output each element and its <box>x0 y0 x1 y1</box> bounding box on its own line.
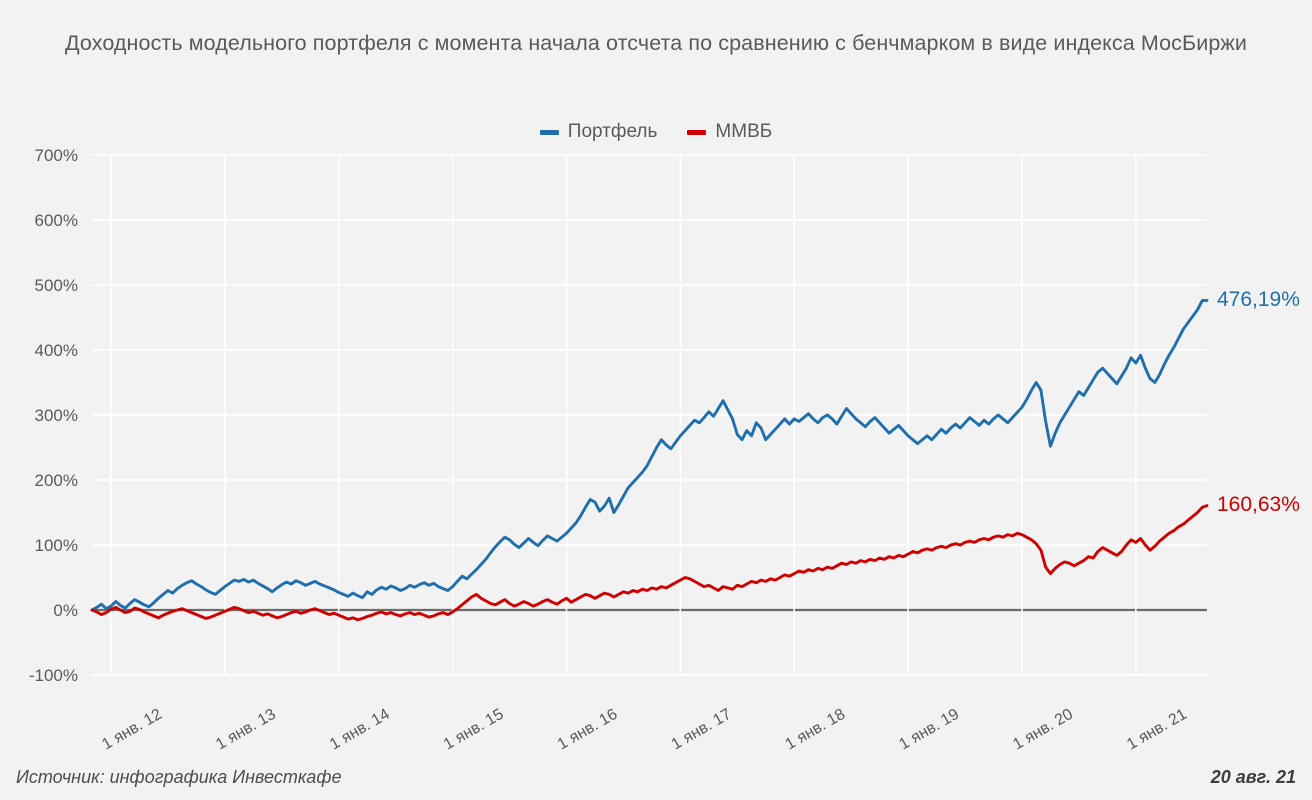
y-axis-tick-label: 700% <box>35 146 78 165</box>
x-axis-tick-label: 1 янв. 13 <box>213 706 279 754</box>
y-axis-tick-label: 0% <box>53 601 78 620</box>
y-axis-tick-label: 600% <box>35 211 78 230</box>
y-axis-tick-label: 400% <box>35 341 78 360</box>
series-line-mmvb <box>90 504 1209 622</box>
y-axis-tick-label: 500% <box>35 276 78 295</box>
source-note: Источник: инфографика Инвесткафе <box>16 767 342 787</box>
x-axis-labels: 1 янв. 12 1 янв. 13 1 янв. 14 1 янв. 15 1 ян… <box>99 706 1190 754</box>
x-axis-tick-label: 1 янв. 15 <box>441 706 507 754</box>
series-line-portfolio <box>90 299 1209 612</box>
end-value-label-mmvb: 160,63% <box>1217 493 1300 516</box>
y-axis-tick-label: 300% <box>35 406 78 425</box>
series-group <box>90 299 1209 622</box>
y-axis-tick-label: -100% <box>29 666 78 685</box>
x-axis-tick-label: 1 янв. 21 <box>1124 706 1190 754</box>
chart-legend: Портфель ММВБ <box>0 121 1312 143</box>
y-axis-tick-label: 200% <box>35 471 78 490</box>
legend-label-mmvb: ММВБ <box>715 121 773 142</box>
x-axis-tick-label: 1 янв. 20 <box>1010 706 1076 754</box>
legend-swatch-mmvb <box>687 129 707 135</box>
legend-label-portfolio: Портфель <box>567 121 658 142</box>
chart-title: Доходность модельного портфеля с момента… <box>65 31 1247 55</box>
legend-swatch-portfolio <box>539 129 559 135</box>
x-axis-tick-label: 1 янв. 16 <box>555 706 621 754</box>
x-axis-tick-label: 1 янв. 17 <box>669 706 735 754</box>
date-note: 20 авг. 21 <box>1210 767 1296 787</box>
x-axis-tick-label: 1 янв. 14 <box>327 706 393 754</box>
x-axis-tick-label: 1 янв. 19 <box>896 706 962 754</box>
end-labels-group: 476,19% 160,63% <box>1217 288 1300 516</box>
x-axis-tick-label: 1 янв. 18 <box>783 706 849 754</box>
x-axis-tick-label: 1 янв. 12 <box>99 706 165 754</box>
legend-item-mmvb[interactable]: ММВБ <box>687 121 772 143</box>
legend-item-portfolio[interactable]: Портфель <box>539 121 658 143</box>
gridlines-group <box>92 154 1207 676</box>
end-value-label-portfolio: 476,19% <box>1217 288 1300 311</box>
y-axis-labels: -100% 0% 100% 200% 300% 400% 500% 600% 700% <box>29 146 78 685</box>
y-axis-tick-label: 100% <box>35 536 78 555</box>
